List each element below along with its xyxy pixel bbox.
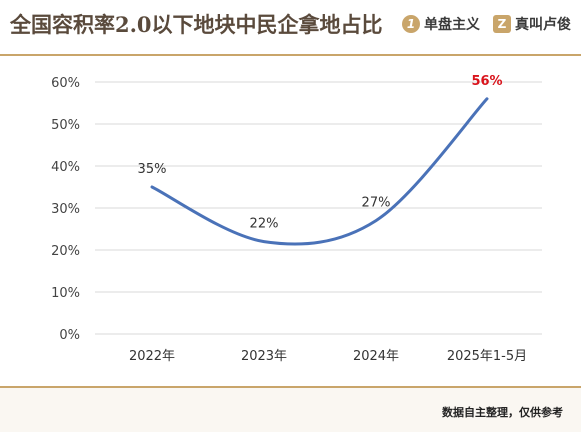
y-tick-label: 40% [51, 160, 80, 175]
y-axis-ticks: 0% 10% 20% 30% 40% 50% 60% [51, 76, 80, 343]
data-label: 35% [138, 162, 167, 177]
square-logo-icon: Z [493, 15, 511, 33]
data-label: 22% [250, 217, 279, 232]
footer-divider [0, 386, 581, 388]
x-tick-label: 2022年 [129, 349, 175, 364]
series-line-group [150, 97, 489, 246]
grid-lines [95, 81, 542, 335]
chart-title: 全国容积率2.0以下地块中民企拿地占比 [10, 12, 383, 37]
data-label: 56% [471, 74, 502, 89]
data-label: 27% [362, 196, 391, 211]
y-tick-label: 60% [51, 76, 80, 91]
header-divider [0, 54, 581, 56]
data-labels: 35% 22% 27% 56% [138, 74, 503, 232]
y-tick-label: 10% [51, 286, 80, 301]
y-tick-label: 50% [51, 118, 80, 133]
brand-danpanzhuyi: 1 单盘主义 [402, 13, 480, 35]
footer-note: 数据自主整理，仅供参考 [442, 406, 563, 419]
x-tick-label: 2024年 [353, 349, 399, 364]
x-tick-label: 2025年1-5月 [447, 349, 527, 364]
brand-label-2: 真叫卢俊 [515, 17, 571, 33]
footer [0, 388, 581, 432]
y-tick-label: 30% [51, 202, 80, 217]
x-tick-label: 2023年 [241, 349, 287, 364]
brand-zhenjiaolujun: Z 真叫卢俊 [493, 13, 571, 35]
header: 全国容积率2.0以下地块中民企拿地占比 1 单盘主义 Z 真叫卢俊 [0, 0, 581, 52]
circle-logo-icon: 1 [402, 15, 420, 33]
series-line [150, 97, 489, 246]
brand-label-1: 单盘主义 [424, 17, 480, 33]
x-axis-ticks: 2022年 2023年 2024年 2025年1-5月 [129, 349, 527, 364]
line-chart: 0% 10% 20% 30% 40% 50% 60% 2022年 2023年 2024年 2025… [51, 74, 542, 364]
y-tick-label: 0% [59, 328, 80, 343]
y-tick-label: 20% [51, 244, 80, 259]
